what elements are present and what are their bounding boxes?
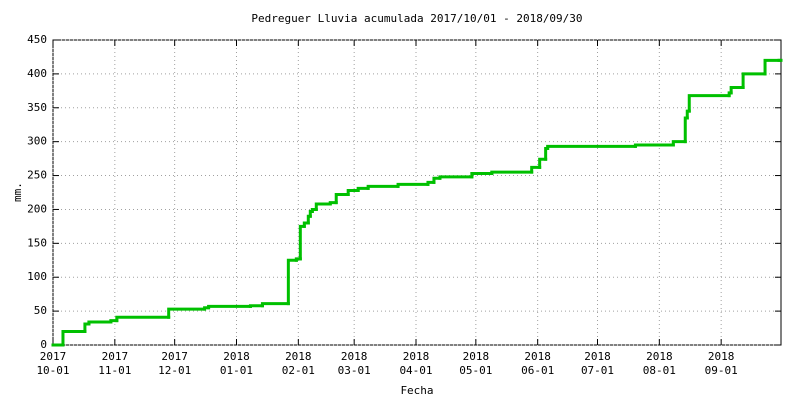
rain-step [633,143,675,148]
rain-step [396,182,430,188]
x-tick-label: 01-01 [220,364,253,377]
rain-step [546,144,637,150]
x-tick-label: 07-01 [581,364,614,377]
rain-step [763,58,781,76]
x-tick-label: 2018 [285,350,312,363]
x-tick-label: 03-01 [338,364,371,377]
chart-title: Pedreguer Lluvia acumulada 2017/10/01 - … [251,12,582,25]
x-tick-label: 05-01 [459,364,492,377]
rain-step [530,165,542,174]
rain-step [687,94,731,113]
rain-step [671,140,687,147]
rain-step [87,320,113,326]
rain-step [426,180,436,186]
rain-step [109,319,119,324]
x-tick-label: 10-01 [36,364,69,377]
rain-step [314,202,332,211]
y-tick-label: 0 [40,338,47,351]
y-axis-label: mm. [11,182,24,202]
x-tick-label: 2018 [584,350,611,363]
rain-step [438,175,474,180]
rain-step [207,304,252,310]
rain-step [346,188,360,197]
y-tick-label: 100 [27,270,47,283]
x-tick-label: 12-01 [158,364,191,377]
rain-step [490,170,534,176]
x-tick-label: 2017 [102,350,129,363]
rain-step [470,172,494,179]
rain-step [286,258,298,306]
y-tick-label: 300 [27,135,47,148]
y-tick-label: 200 [27,202,47,215]
rain-step [538,157,548,169]
y-tick-label: 50 [34,304,47,317]
x-tick-label: 2017 [40,350,67,363]
x-tick-label: 2018 [708,350,735,363]
y-tick-label: 350 [27,101,47,114]
y-tick-label: 400 [27,67,47,80]
rain-step [61,329,87,347]
rain-step [432,176,442,184]
rain-step [729,85,745,95]
x-tick-label: 2018 [524,350,551,363]
x-tick-label: 2018 [341,350,368,363]
x-axis-label: Fecha [400,384,433,397]
rain-step [356,186,370,192]
x-tick-label: 2018 [646,350,673,363]
x-tick-label: 02-01 [282,364,315,377]
rain-step [334,193,350,205]
rain-step [260,302,290,308]
rain-step [115,315,171,323]
y-tick-label: 250 [27,169,47,182]
rain-step [167,307,207,319]
rain-step [248,304,264,308]
rain-step [366,184,400,190]
y-tick-label: 150 [27,236,47,249]
x-tick-label: 2018 [463,350,490,363]
x-tick-label: 2018 [403,350,430,363]
x-tick-label: 08-01 [643,364,676,377]
y-tick-label: 450 [27,33,47,46]
x-tick-label: 09-01 [705,364,738,377]
x-tick-label: 2017 [161,350,188,363]
rain-step [328,201,338,206]
x-tick-label: 11-01 [98,364,131,377]
x-tick-label: 04-01 [399,364,432,377]
x-tick-label: 06-01 [521,364,554,377]
rain-step [741,72,767,89]
x-tick-label: 2018 [223,350,250,363]
